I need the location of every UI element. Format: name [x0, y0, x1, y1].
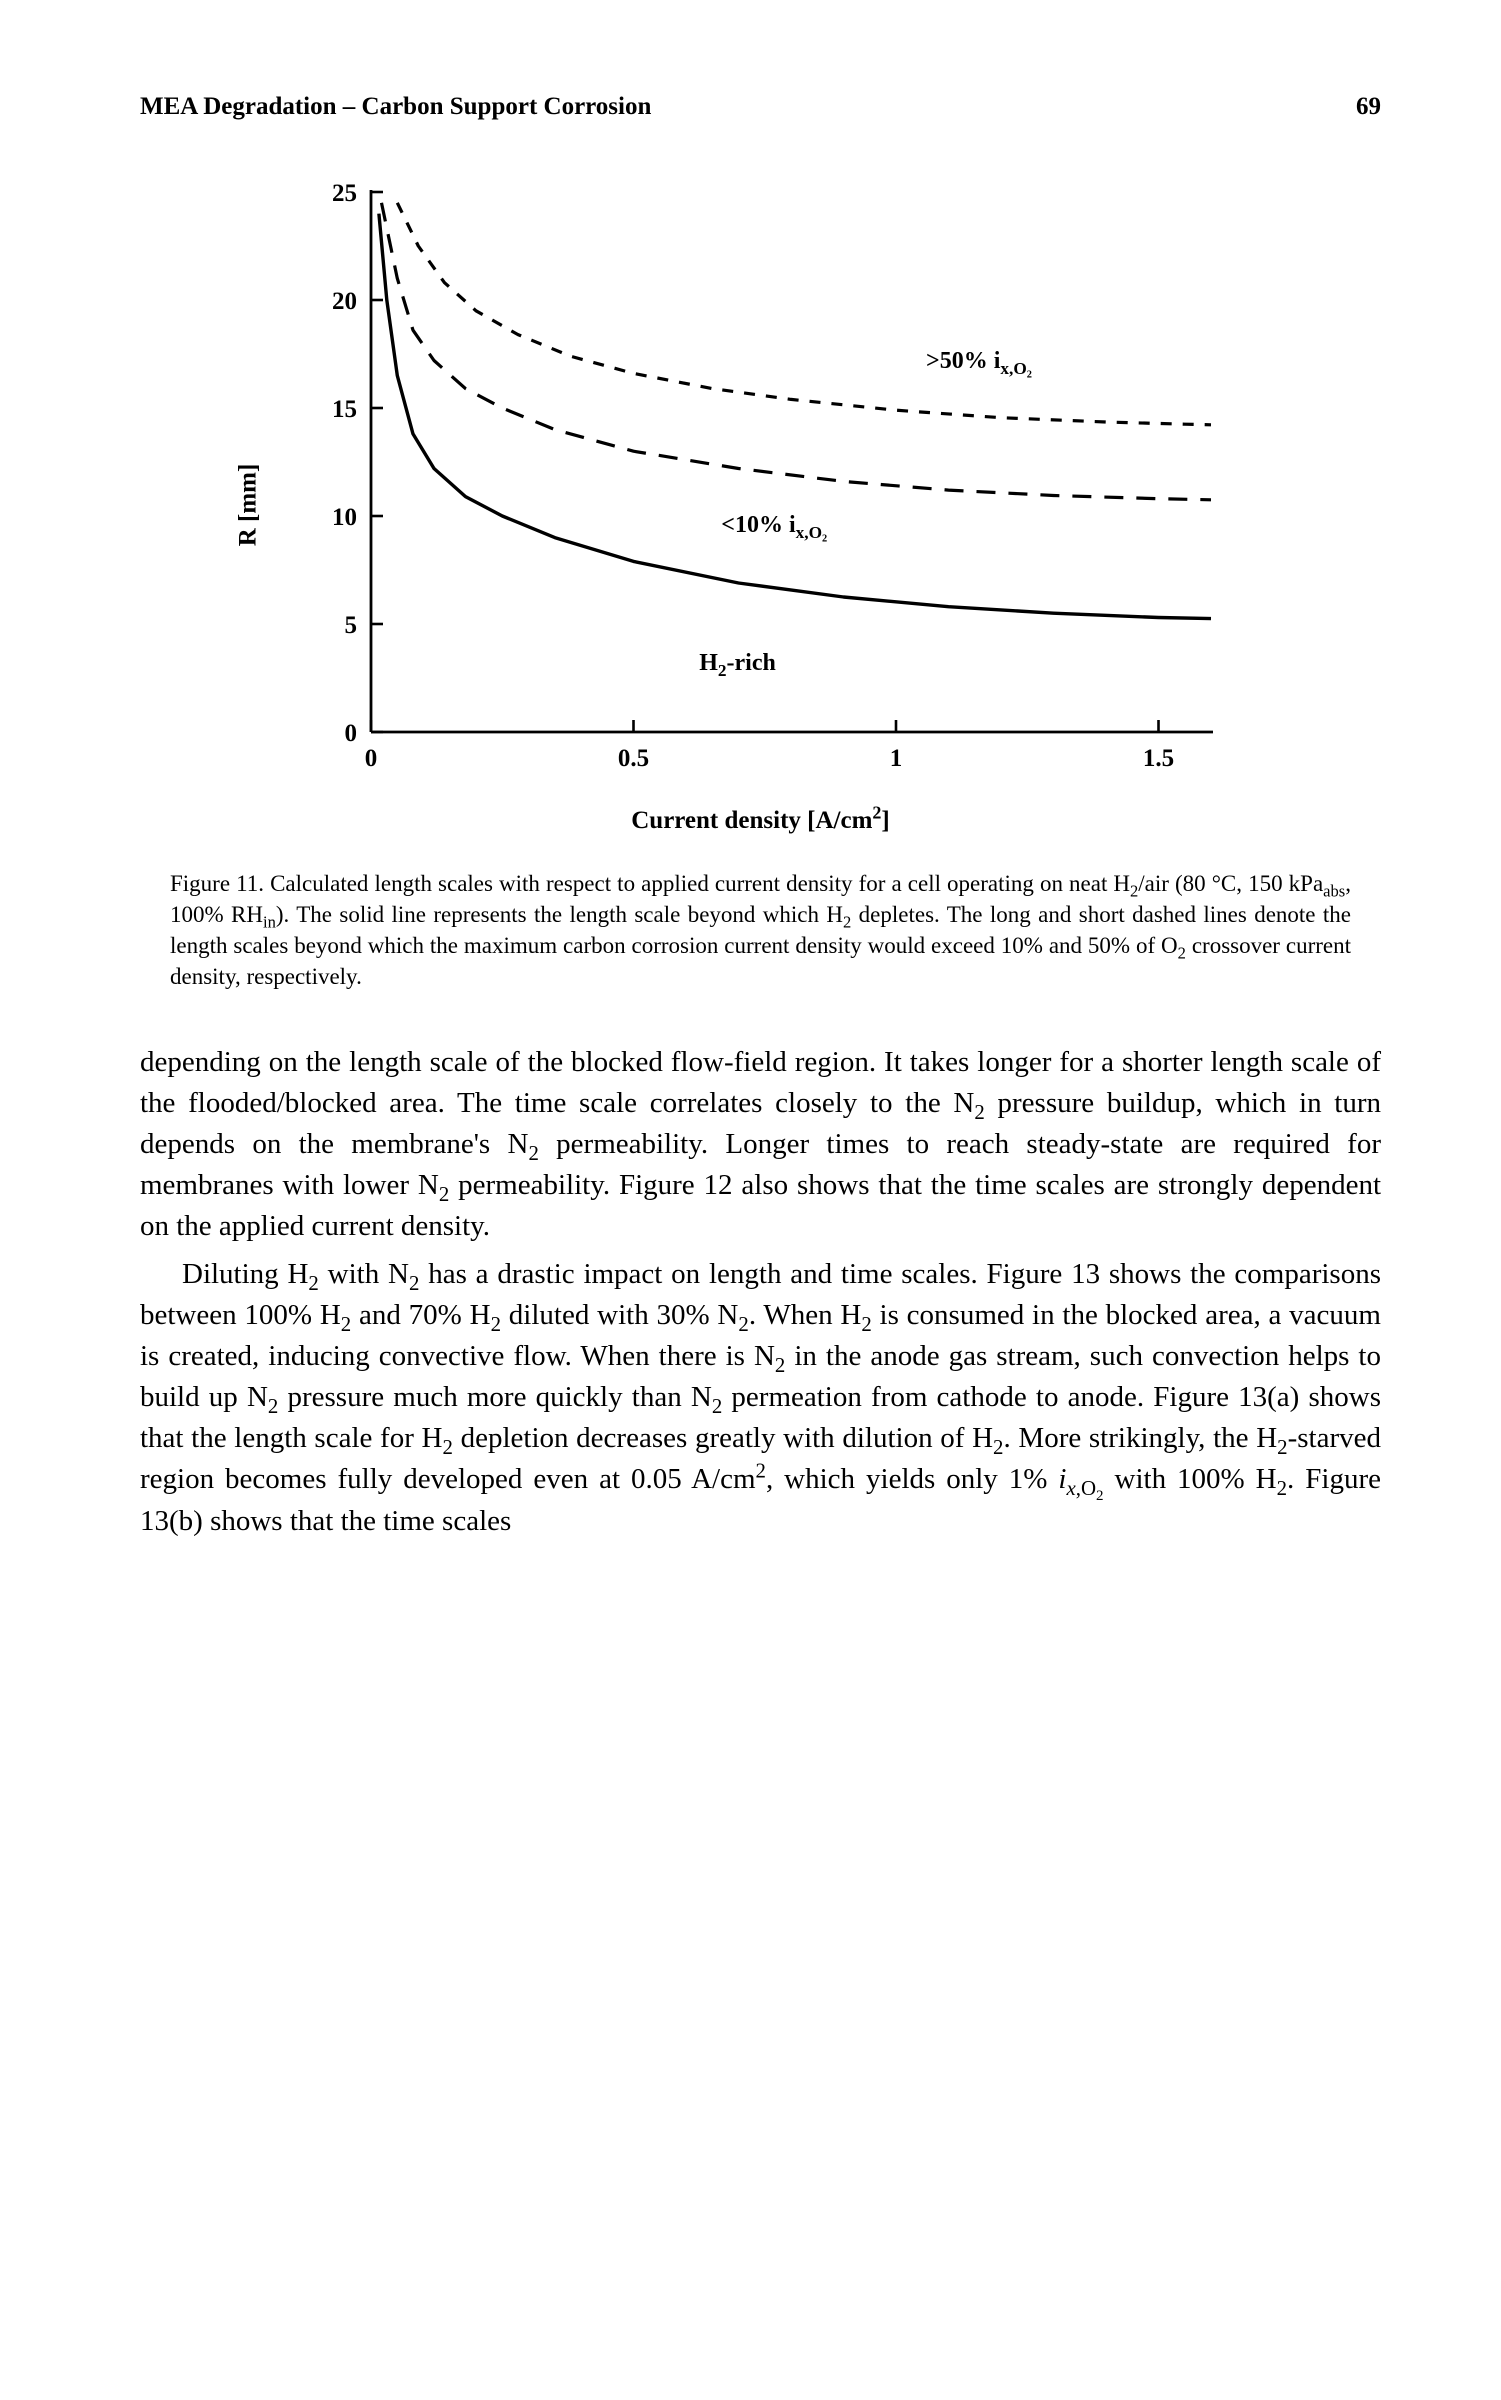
chart-annotation: >50% ix,O₂: [849, 345, 1109, 377]
running-title: MEA Degradation – Carbon Support Corrosi…: [140, 90, 651, 124]
body-paragraph: Diluting H2 with N2 has a drastic impact…: [140, 1254, 1381, 1542]
page-number: 69: [1356, 90, 1381, 124]
series-short-dash: [397, 203, 1211, 425]
series-solid: [378, 213, 1210, 618]
chart-annotation: <10% ix,O₂: [644, 509, 904, 541]
svg-text:0: 0: [344, 720, 357, 747]
svg-text:10: 10: [332, 504, 357, 531]
figure-11: R [mm] 0 5 10 15 20 25 0 0.5 1 1.5 >50% ix,O₂ <10% …: [140, 172, 1381, 838]
svg-text:5: 5: [344, 612, 357, 639]
svg-text:15: 15: [332, 396, 357, 423]
figure-caption: Figure 11. Calculated length scales with…: [170, 868, 1351, 992]
running-header: MEA Degradation – Carbon Support Corrosi…: [140, 90, 1381, 124]
svg-text:1: 1: [889, 745, 902, 772]
svg-text:0.5: 0.5: [617, 745, 648, 772]
svg-text:1.5: 1.5: [1142, 745, 1173, 772]
y-axis-label: R [mm]: [231, 463, 265, 546]
body-paragraph: depending on the length scale of the blo…: [140, 1042, 1381, 1248]
x-axis-label: Current density [A/cm2]: [281, 804, 1241, 838]
body-text: depending on the length scale of the blo…: [140, 1042, 1381, 1542]
svg-text:20: 20: [332, 288, 357, 315]
svg-text:25: 25: [332, 180, 357, 207]
chart-svg: 0 5 10 15 20 25 0 0.5 1 1.5 >50% ix,O₂ <10% ix,O₂ H2…: [281, 172, 1241, 792]
chart-container: R [mm] 051015202500.511.5>50% ix,O₂<10% …: [281, 172, 1241, 838]
svg-text:0: 0: [364, 745, 377, 772]
chart-annotation: H2-rich: [607, 647, 867, 679]
